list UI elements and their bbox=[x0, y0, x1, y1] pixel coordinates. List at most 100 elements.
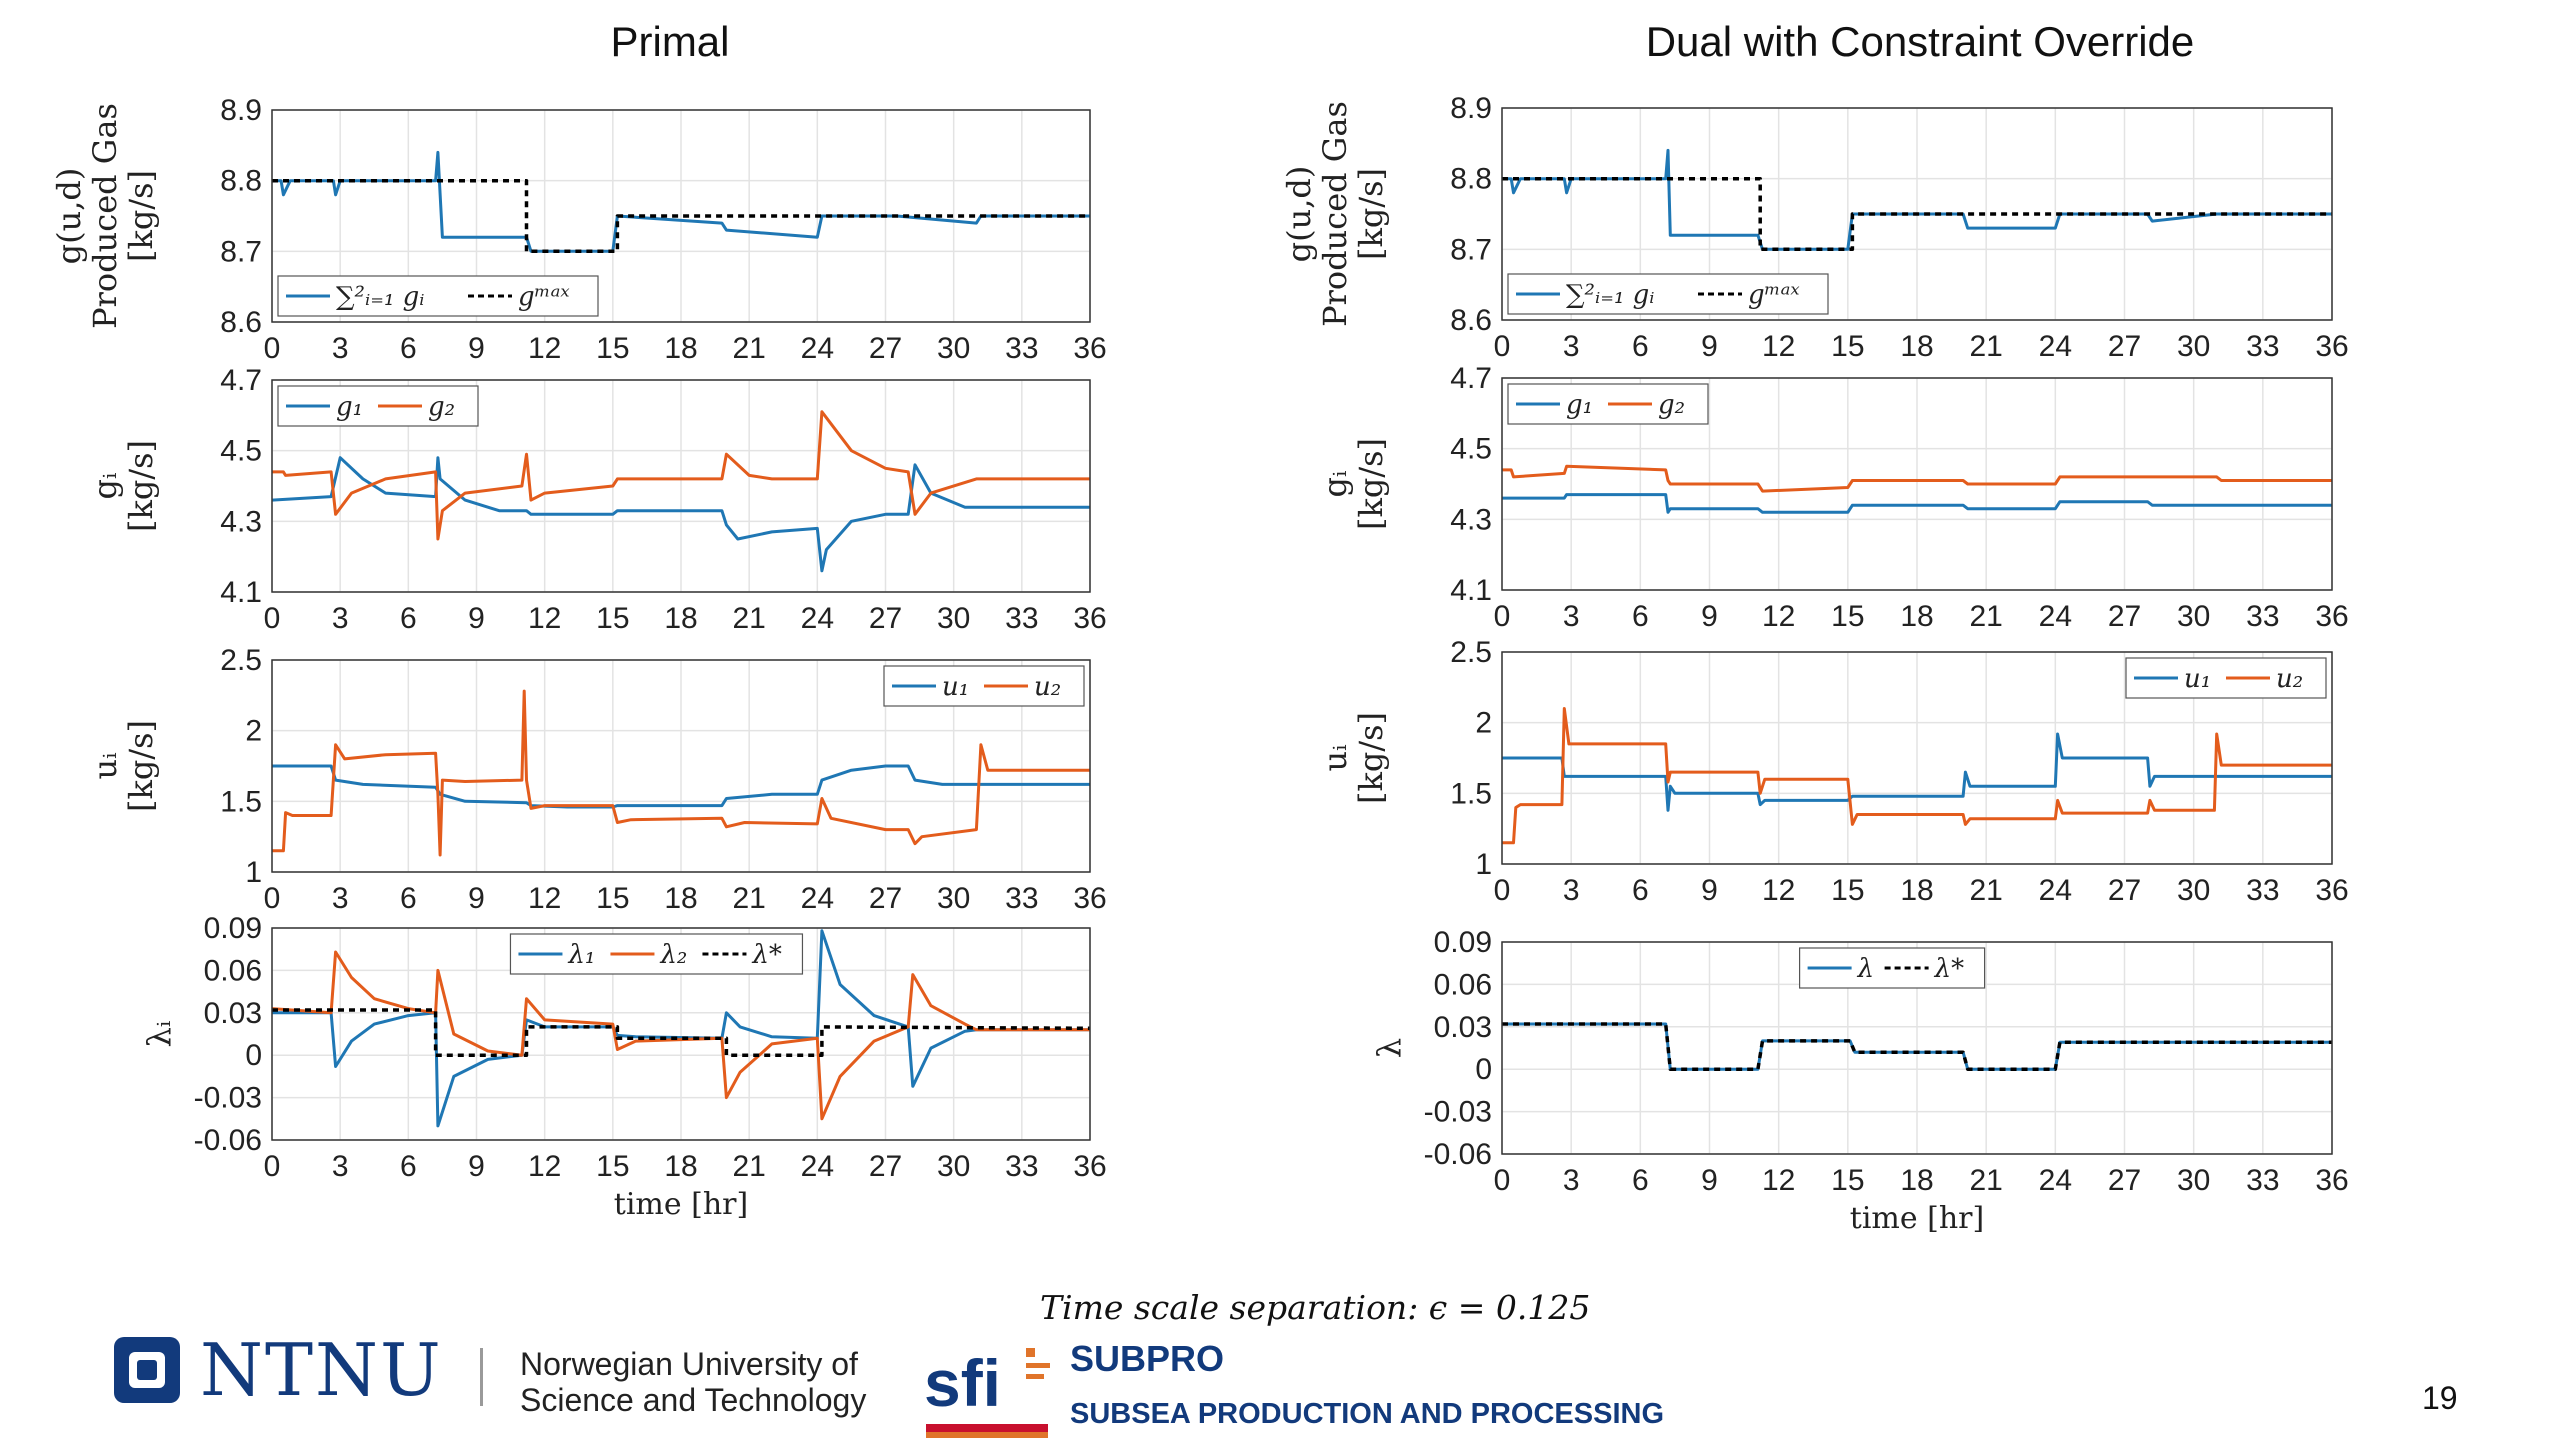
x-tick-label: 15 bbox=[1831, 330, 1864, 363]
y-axis-label: [kg/s] bbox=[1352, 712, 1390, 804]
y-axis-label: [kg/s] bbox=[122, 720, 160, 812]
x-tick-label: 18 bbox=[664, 332, 697, 365]
x-tick-label: 30 bbox=[2177, 1164, 2210, 1197]
legend-label: g₁ bbox=[336, 392, 363, 422]
chart-primal-gas: 0 3 6 9 12 15 18 21 24 27 30 33 368.68.78.88.9g(u,d)… bbox=[50, 94, 1107, 365]
y-axis-label: λ bbox=[1370, 1038, 1408, 1058]
y-tick-label: 0.03 bbox=[204, 997, 262, 1030]
x-tick-label: 15 bbox=[596, 1150, 629, 1183]
y-tick-label: 4.5 bbox=[1450, 433, 1492, 466]
legend-box bbox=[277, 275, 599, 317]
x-tick-label: 36 bbox=[1073, 602, 1106, 635]
series-line-1 bbox=[1502, 493, 2332, 514]
x-tick-label: 18 bbox=[664, 1150, 697, 1183]
x-tick-label: 6 bbox=[400, 332, 417, 365]
x-tick-label: 3 bbox=[1563, 600, 1580, 633]
x-tick-label: 0 bbox=[264, 1150, 281, 1183]
y-tick-label: 2.5 bbox=[220, 644, 262, 677]
y-tick-label: 4.5 bbox=[220, 435, 262, 468]
x-tick-label: 12 bbox=[1762, 600, 1795, 633]
x-tick-label: 24 bbox=[801, 882, 834, 915]
x-tick-label: 24 bbox=[801, 1150, 834, 1183]
legend-label: g₂ bbox=[428, 392, 455, 422]
y-tick-label: 4.1 bbox=[1450, 574, 1492, 607]
legend-label: g₁ bbox=[1566, 390, 1593, 420]
x-tick-label: 15 bbox=[1831, 874, 1864, 907]
x-tick-label: 27 bbox=[2108, 600, 2141, 633]
y-tick-label: 8.9 bbox=[1450, 92, 1492, 125]
legend-label: λ* bbox=[751, 940, 781, 970]
x-tick-label: 21 bbox=[1969, 330, 2002, 363]
series-line-2 bbox=[1502, 707, 2332, 845]
chart-dual-gi: 0 3 6 9 12 15 18 21 24 27 30 33 364.14.34.54.7gᵢ[kg/… bbox=[1316, 362, 2349, 633]
ntnu-subtitle: Norwegian University of Science and Tech… bbox=[520, 1346, 866, 1418]
x-tick-label: 3 bbox=[1563, 874, 1580, 907]
x-tick-label: 6 bbox=[400, 882, 417, 915]
x-tick-label: 12 bbox=[1762, 1164, 1795, 1197]
legend-label: g₂ bbox=[1658, 390, 1685, 420]
y-axis-label: [kg/s] bbox=[122, 170, 160, 262]
x-tick-label: 24 bbox=[2039, 330, 2072, 363]
x-tick-label: 0 bbox=[264, 332, 281, 365]
x-tick-label: 33 bbox=[1005, 602, 1038, 635]
x-tick-label: 9 bbox=[1701, 1164, 1718, 1197]
x-tick-label: 0 bbox=[264, 882, 281, 915]
plot-frame bbox=[1501, 377, 2333, 591]
y-tick-label: 8.7 bbox=[1450, 233, 1492, 266]
y-tick-label: 4.3 bbox=[1450, 503, 1492, 536]
x-tick-label: 21 bbox=[732, 332, 765, 365]
x-tick-label: 24 bbox=[2039, 600, 2072, 633]
y-tick-label: 1.5 bbox=[220, 785, 262, 818]
y-axis-label: uᵢ bbox=[1316, 744, 1354, 771]
x-tick-label: 12 bbox=[1762, 330, 1795, 363]
y-axis-label: g(u,d) bbox=[1280, 166, 1318, 263]
legend: u₁ u₂ bbox=[883, 665, 1085, 707]
x-tick-label: 33 bbox=[1005, 882, 1038, 915]
x-tick-label: 9 bbox=[468, 332, 485, 365]
y-tick-label: 0 bbox=[1475, 1053, 1492, 1086]
x-tick-label: 3 bbox=[332, 882, 349, 915]
x-tick-label: 30 bbox=[2177, 874, 2210, 907]
x-tick-label: 36 bbox=[2315, 874, 2348, 907]
x-axis-label: time [hr] bbox=[614, 1187, 748, 1222]
x-tick-label: 36 bbox=[2315, 600, 2348, 633]
y-tick-label: -0.06 bbox=[194, 1124, 262, 1157]
legend: g₁ g₂ bbox=[1507, 383, 1709, 425]
x-tick-label: 36 bbox=[2315, 330, 2348, 363]
chart-primal-ui: 0 3 6 9 12 15 18 21 24 27 30 33 3611.522.5uᵢ[kg/s]u₁… bbox=[86, 644, 1107, 915]
y-axis-label: [kg/s] bbox=[122, 440, 160, 532]
plot-frame bbox=[1501, 651, 2333, 865]
plot-frame bbox=[271, 109, 1091, 323]
y-tick-label: 4.3 bbox=[220, 505, 262, 538]
y-tick-label: -0.06 bbox=[1424, 1138, 1492, 1171]
y-axis-label: uᵢ bbox=[86, 752, 124, 779]
legend-label: λ₂ bbox=[659, 940, 687, 970]
x-tick-label: 9 bbox=[468, 882, 485, 915]
legend-label: u₁ bbox=[2184, 664, 2211, 694]
x-tick-label: 0 bbox=[1494, 600, 1511, 633]
x-tick-label: 27 bbox=[869, 602, 902, 635]
x-tick-label: 36 bbox=[2315, 1164, 2348, 1197]
y-tick-label: 1.5 bbox=[1450, 777, 1492, 810]
x-tick-label: 18 bbox=[1900, 874, 1933, 907]
x-tick-label: 9 bbox=[468, 602, 485, 635]
y-axis-label: [kg/s] bbox=[1352, 168, 1390, 260]
x-tick-label: 18 bbox=[664, 602, 697, 635]
x-tick-label: 3 bbox=[332, 602, 349, 635]
x-tick-label: 15 bbox=[1831, 1164, 1864, 1197]
plot-frame bbox=[271, 379, 1091, 593]
x-tick-label: 30 bbox=[937, 332, 970, 365]
y-tick-label: 0 bbox=[245, 1039, 262, 1072]
x-tick-label: 21 bbox=[732, 882, 765, 915]
x-tick-label: 33 bbox=[1005, 1150, 1038, 1183]
x-tick-label: 9 bbox=[1701, 330, 1718, 363]
x-tick-label: 30 bbox=[937, 602, 970, 635]
series-line-2 bbox=[272, 178, 1090, 254]
series-line-1 bbox=[272, 456, 1090, 573]
x-tick-label: 24 bbox=[2039, 1164, 2072, 1197]
x-tick-label: 15 bbox=[1831, 600, 1864, 633]
x-tick-label: 6 bbox=[400, 602, 417, 635]
x-tick-label: 18 bbox=[1900, 330, 1933, 363]
x-tick-label: 0 bbox=[1494, 874, 1511, 907]
legend-label: gᵐᵃˣ bbox=[1748, 280, 1800, 310]
